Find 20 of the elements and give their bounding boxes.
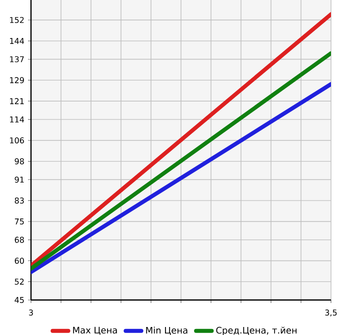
- y-tick-label: 52: [14, 278, 24, 285]
- y-tick-label: 137: [10, 56, 24, 62]
- y-tick-label: 91: [14, 176, 24, 183]
- y-tick-label: 60: [14, 258, 24, 264]
- y-tick-label: 75: [14, 218, 24, 224]
- x-tick-label: 3,5: [325, 310, 337, 316]
- y-tick-label: 106: [10, 137, 24, 144]
- x-tick-label: 3: [29, 310, 33, 316]
- y-tick-label: 114: [10, 116, 24, 122]
- y-tick-label: 98: [14, 158, 24, 164]
- y-tick-label: 45: [14, 297, 24, 303]
- y-tick-label: 121: [10, 98, 24, 104]
- y-tick-label: 144: [10, 38, 24, 44]
- legend-label: Max Цена: [73, 326, 117, 335]
- y-tick-label: 152: [10, 16, 24, 24]
- y-tick-label: 83: [14, 198, 24, 204]
- legend-label: Сред.Цена, т.йен: [216, 326, 297, 335]
- y-tick-label: 129: [10, 77, 24, 84]
- legend-label: Min Цена: [146, 326, 188, 335]
- y-tick-label: 68: [14, 236, 24, 243]
